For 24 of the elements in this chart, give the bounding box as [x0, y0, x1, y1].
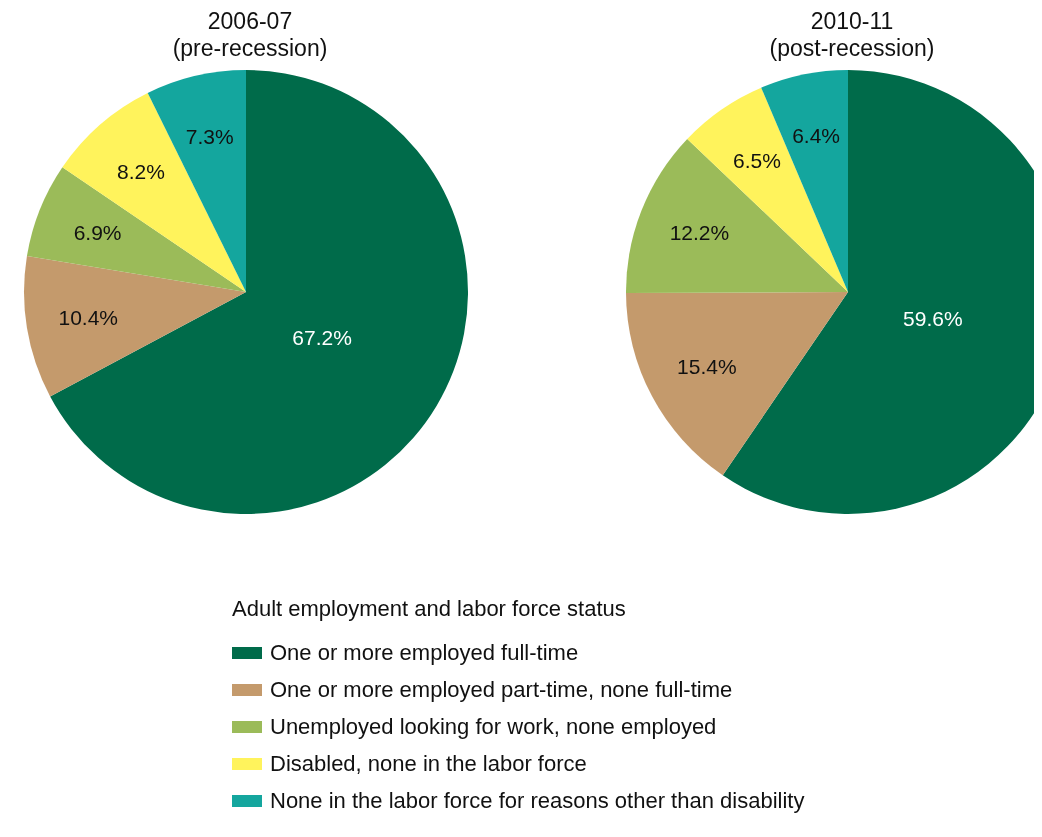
data-label: 59.6% — [903, 306, 963, 330]
pie-slice — [26, 167, 246, 292]
data-label: 7.3% — [185, 124, 234, 148]
pie-slice — [62, 92, 246, 292]
legend-title: Adult employment and labor force status — [232, 596, 627, 623]
data-label: 6.5% — [733, 149, 781, 173]
pie-slice — [24, 255, 246, 397]
data-label: 15.4% — [677, 355, 737, 379]
data-label: 67.2% — [292, 326, 352, 350]
legend-label: Unemployed looking for work, none employed — [270, 713, 717, 740]
chart-title: 2006-07 — [206, 8, 294, 35]
chart-subtitle: (pre-recession) — [171, 35, 329, 62]
data-label: 6.4% — [792, 123, 841, 147]
data-label: 10.4% — [58, 306, 119, 330]
data-label: 6.9% — [73, 221, 122, 245]
pie-slice — [50, 70, 468, 514]
legend-label: Disabled, none in the labor force — [270, 750, 587, 777]
legend-label: One or more employed full-time — [270, 639, 579, 666]
data-label: 12.2% — [669, 221, 730, 245]
legend-label: None in the labor force for reasons other than disability — [270, 787, 805, 814]
legend-label: One or more employed part-time, none full-time — [270, 676, 733, 703]
chart-subtitle: (post-recession) — [768, 35, 936, 62]
data-label: 8.2% — [117, 159, 165, 183]
chart-title: 2010-11 — [809, 8, 895, 35]
